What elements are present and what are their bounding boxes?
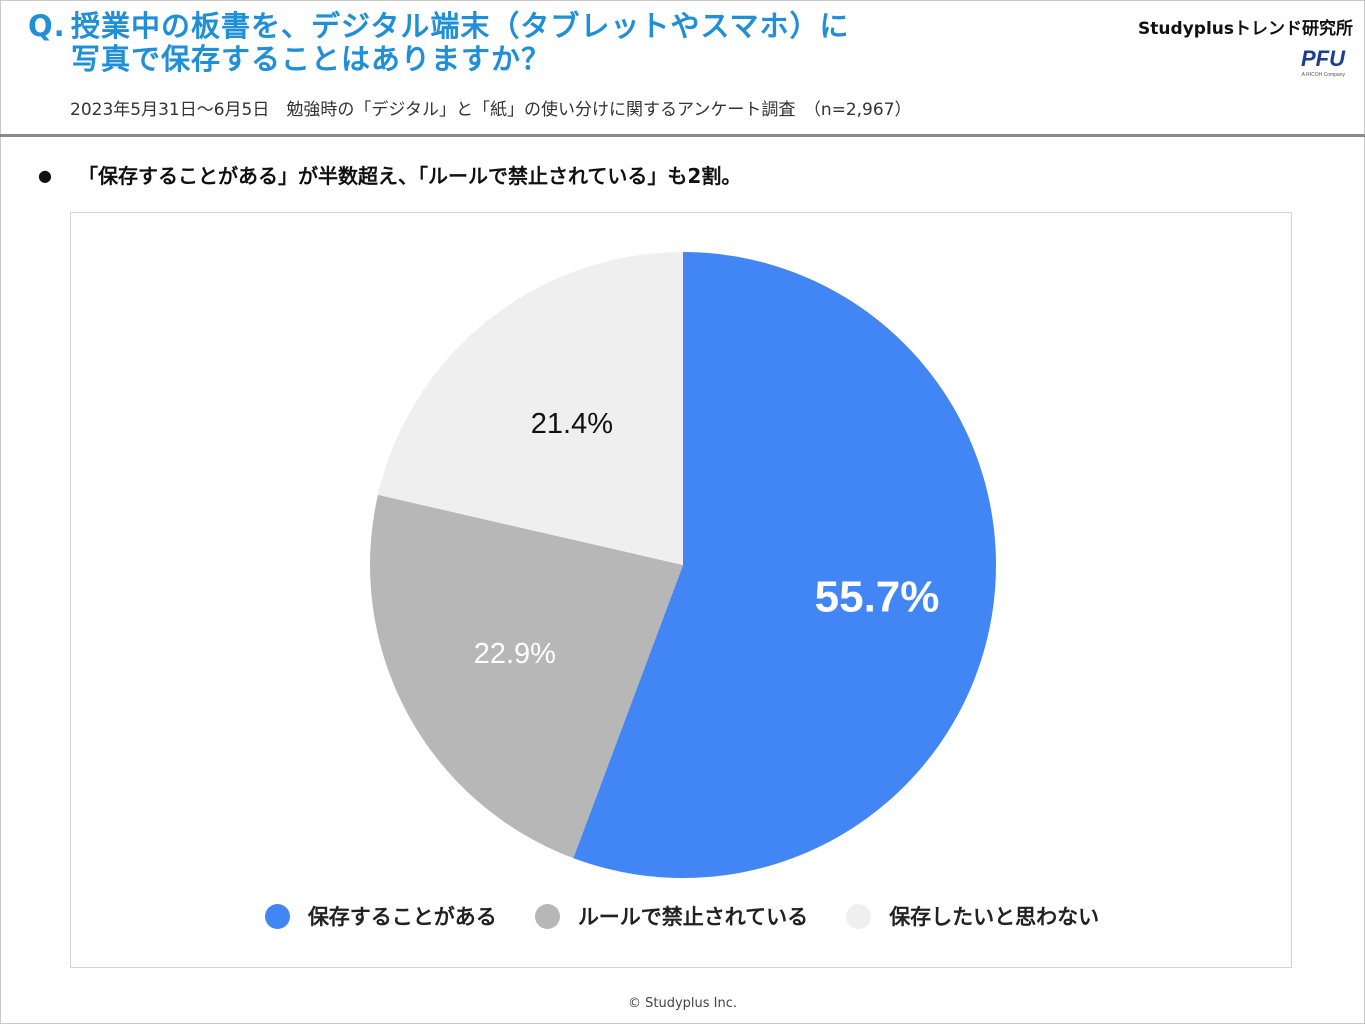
question-prefix: Q. [28,9,66,43]
legend-label-2: ルールで禁止されている [577,905,809,929]
header-divider [0,134,1365,137]
question-text-1: 授業中の板書を、デジタル端末（タブレットやスマホ）に [71,9,850,43]
pie-slice-1 [573,252,996,878]
pie-data-label-1: 55.7% [815,573,940,622]
brand-name: Studyplusトレンド研究所 [1138,19,1353,39]
legend-label-1: 保存することがある [307,905,497,929]
headline: ● 「保存することがある」が半数超え、「ルールで禁止されている」も2割。 [38,160,741,189]
pie-slice-2 [370,494,683,859]
legend-label-3: 保存したいと思わない [889,905,1100,929]
pie-slice-3 [377,252,683,565]
legend-item-2: ルールで禁止されている [534,901,809,931]
question-line-2: 写真で保存することはありますか？ [28,43,1108,76]
logo-subtext: A RICOH Company [1302,72,1346,78]
pie-data-label-2: 22.9% [474,638,556,670]
header: Q. 授業中の板書を、デジタル端末（タブレットやスマホ）に 写真で保存することはあ… [0,0,1365,137]
survey-info: 2023年5月31日〜6月5日 勉強時の「デジタル」と「紙」の使い分けに関するア… [70,100,912,120]
copyright: © Studyplus Inc. [627,996,738,1011]
legend-item-1: 保存することがある [264,901,497,931]
chart-legend: 保存することがある ルールで禁止されている 保存したいと思わない [71,899,1293,933]
legend-item-3: 保存したいと思わない [846,901,1099,931]
headline-bullet: ● [38,166,52,185]
question-title: Q. 授業中の板書を、デジタル端末（タブレットやスマホ）に 写真で保存することはあ… [28,10,1108,76]
pie-data-label-3: 21.4% [531,408,613,440]
legend-swatch-2 [534,903,560,929]
chart-panel: 55.7% 22.9% 21.4% 保存することがある ルールで禁止されている 保存した… [70,212,1292,968]
headline-text: 「保存することがある」が半数超え、「ルールで禁止されている」も2割。 [78,164,742,188]
legend-swatch-1 [264,903,290,929]
question-text-2: 写真で保存することはありますか？ [71,42,552,76]
legend-swatch-3 [846,903,872,929]
question-line-1: Q. 授業中の板書を、デジタル端末（タブレットやスマホ）に [28,10,1108,43]
brand-block: Studyplusトレンド研究所 PFU A RICOH Company [1123,12,1353,82]
pie-chart: 55.7% 22.9% 21.4% [370,252,996,878]
pfu-logo: PFU A RICOH Company [1301,46,1346,78]
logo-text: PFU [1301,46,1346,71]
